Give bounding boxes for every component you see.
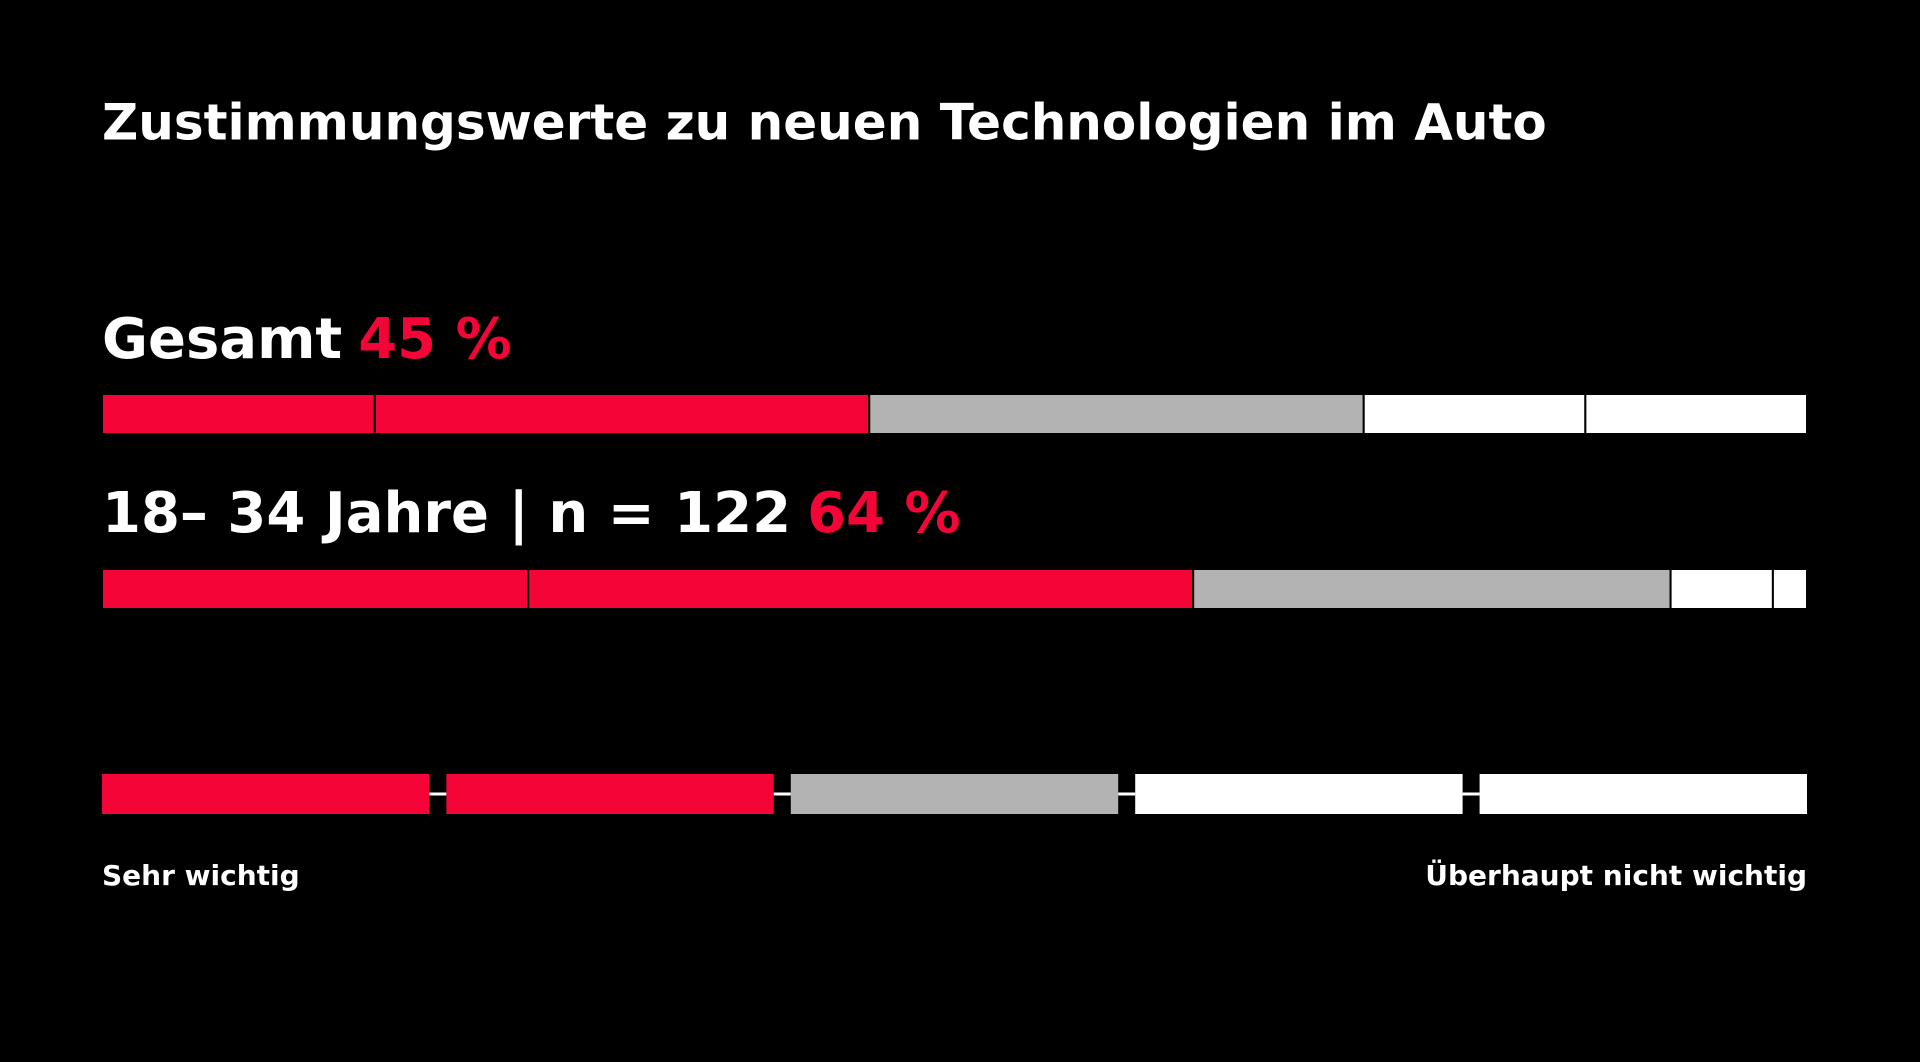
series-name: Gesamt (102, 307, 342, 372)
legend-swatch (446, 774, 774, 814)
legend-swatch (1479, 774, 1807, 814)
bar-segment (1669, 568, 1774, 610)
bar-segment (868, 393, 1365, 435)
chart-title: Zustimmungswerte zu neuen Technologien i… (102, 94, 1547, 152)
legend-low-label: Sehr wichtig (102, 859, 300, 892)
bar-segment (101, 393, 376, 435)
legend-swatch (1135, 774, 1463, 814)
bar-segment (101, 568, 530, 610)
bar-segment (373, 393, 871, 435)
bar-segment (527, 568, 1195, 610)
series-name: 18– 34 Jahre | n = 122 (102, 481, 791, 546)
bar-segment (1192, 568, 1672, 610)
series-label: Gesamt 45 % (102, 307, 512, 372)
series-value-label: 64 % (807, 481, 961, 546)
series-value-label: 45 % (358, 307, 512, 372)
bar-segment (1771, 568, 1809, 610)
bar-segment (1584, 393, 1808, 435)
bar-segment (1362, 393, 1587, 435)
legend-swatch (790, 774, 1119, 814)
series-label: 18– 34 Jahre | n = 122 64 % (102, 481, 961, 546)
legend-swatch (102, 774, 430, 814)
legend-high-label: Überhaupt nicht wichtig (1425, 858, 1807, 892)
